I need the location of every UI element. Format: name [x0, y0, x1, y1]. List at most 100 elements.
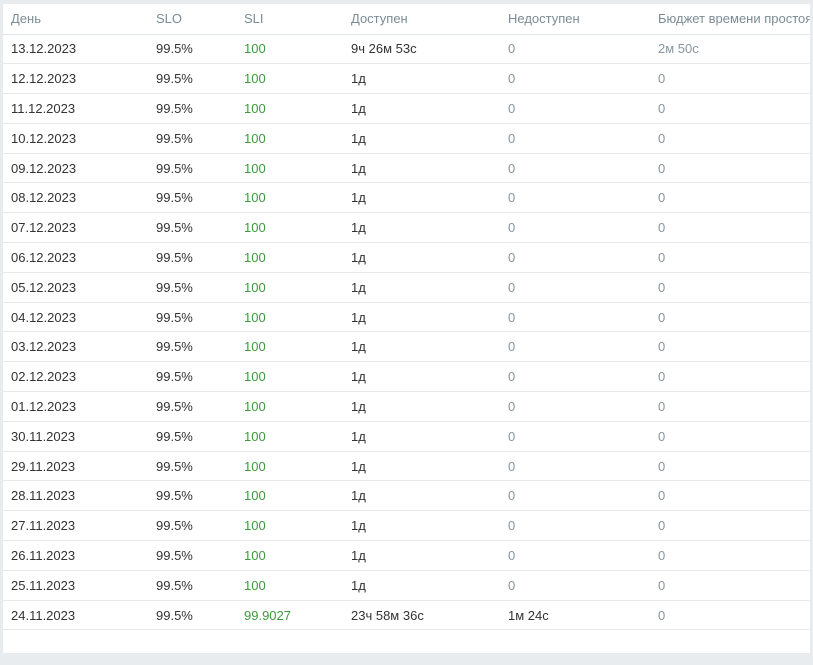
cell-available: 1д: [343, 63, 500, 95]
cell-downtime-budget: 0: [650, 510, 810, 542]
cell-slo: 99.5%: [148, 123, 236, 154]
cell-available: 1д: [343, 182, 500, 214]
table-row: 03.12.2023 99.5% 100 1д 0 0: [3, 331, 810, 363]
cell-unavailable: 0: [500, 480, 650, 512]
cell-slo: 99.5%: [148, 451, 236, 482]
cell-available: 1д: [343, 361, 500, 393]
slo-daily-table: День SLO SLI Доступен Недоступен Бюджет …: [3, 4, 810, 631]
cell-unavailable: 1м 24с: [500, 600, 650, 631]
table-row: 26.11.2023 99.5% 100 1д 0 0: [3, 540, 810, 571]
cell-unavailable: 0: [500, 63, 650, 95]
cell-unavailable: 0: [500, 391, 650, 422]
column-header-downtime-budget: Бюджет времени простоя: [650, 4, 810, 35]
cell-day: 27.11.2023: [3, 510, 148, 542]
cell-unavailable: 0: [500, 153, 650, 184]
table-body: 13.12.2023 99.5% 100 9ч 26м 53с 0 2м 50с…: [3, 34, 810, 631]
cell-slo: 99.5%: [148, 182, 236, 214]
cell-sli: 100: [236, 212, 343, 244]
cell-available: 23ч 58м 36с: [343, 600, 500, 631]
table-row: 25.11.2023 99.5% 100 1д 0 0: [3, 570, 810, 601]
cell-downtime-budget: 0: [650, 391, 810, 422]
cell-unavailable: 0: [500, 93, 650, 124]
cell-day: 02.12.2023: [3, 361, 148, 393]
cell-sli: 99.9027: [236, 600, 343, 631]
cell-sli: 100: [236, 391, 343, 422]
cell-day: 26.11.2023: [3, 540, 148, 571]
cell-day: 25.11.2023: [3, 570, 148, 601]
column-header-available: Доступен: [343, 4, 500, 35]
table-row: 10.12.2023 99.5% 100 1д 0 0: [3, 123, 810, 154]
cell-available: 1д: [343, 93, 500, 124]
cell-downtime-budget: 0: [650, 421, 810, 452]
cell-slo: 99.5%: [148, 302, 236, 333]
cell-slo: 99.5%: [148, 600, 236, 631]
cell-unavailable: 0: [500, 361, 650, 393]
cell-slo: 99.5%: [148, 391, 236, 422]
cell-sli: 100: [236, 570, 343, 601]
cell-unavailable: 0: [500, 34, 650, 65]
cell-sli: 100: [236, 302, 343, 333]
cell-sli: 100: [236, 123, 343, 154]
table-row: 06.12.2023 99.5% 100 1д 0 0: [3, 242, 810, 273]
column-header-day: День: [3, 4, 148, 35]
cell-slo: 99.5%: [148, 510, 236, 542]
cell-downtime-budget: 0: [650, 242, 810, 273]
table-row: 24.11.2023 99.5% 99.9027 23ч 58м 36с 1м …: [3, 600, 810, 631]
cell-sli: 100: [236, 540, 343, 571]
cell-day: 13.12.2023: [3, 34, 148, 65]
cell-slo: 99.5%: [148, 93, 236, 124]
table-row: 11.12.2023 99.5% 100 1д 0 0: [3, 93, 810, 124]
cell-slo: 99.5%: [148, 331, 236, 363]
table-row: 01.12.2023 99.5% 100 1д 0 0: [3, 391, 810, 422]
table-row: 07.12.2023 99.5% 100 1д 0 0: [3, 212, 810, 244]
cell-sli: 100: [236, 421, 343, 452]
cell-available: 1д: [343, 153, 500, 184]
cell-available: 1д: [343, 451, 500, 482]
cell-downtime-budget: 0: [650, 540, 810, 571]
cell-sli: 100: [236, 93, 343, 124]
table-row: 13.12.2023 99.5% 100 9ч 26м 53с 0 2м 50с: [3, 34, 810, 65]
cell-downtime-budget: 0: [650, 331, 810, 363]
cell-day: 06.12.2023: [3, 242, 148, 273]
cell-downtime-budget: 0: [650, 272, 810, 303]
cell-day: 12.12.2023: [3, 63, 148, 95]
cell-available: 1д: [343, 391, 500, 422]
table-row: 04.12.2023 99.5% 100 1д 0 0: [3, 302, 810, 333]
table-row: 02.12.2023 99.5% 100 1д 0 0: [3, 361, 810, 393]
column-header-unavailable: Недоступен: [500, 4, 650, 35]
cell-day: 09.12.2023: [3, 153, 148, 184]
cell-available: 1д: [343, 272, 500, 303]
cell-day: 30.11.2023: [3, 421, 148, 452]
cell-unavailable: 0: [500, 272, 650, 303]
cell-slo: 99.5%: [148, 480, 236, 512]
cell-day: 08.12.2023: [3, 182, 148, 214]
cell-downtime-budget: 0: [650, 302, 810, 333]
cell-unavailable: 0: [500, 421, 650, 452]
cell-slo: 99.5%: [148, 34, 236, 65]
cell-available: 1д: [343, 331, 500, 363]
cell-unavailable: 0: [500, 570, 650, 601]
cell-available: 1д: [343, 570, 500, 601]
table-row: 29.11.2023 99.5% 100 1д 0 0: [3, 451, 810, 482]
cell-downtime-budget: 0: [650, 63, 810, 95]
cell-sli: 100: [236, 34, 343, 65]
slo-daily-table-container: День SLO SLI Доступен Недоступен Бюджет …: [3, 4, 810, 653]
cell-day: 11.12.2023: [3, 93, 148, 124]
cell-downtime-budget: 0: [650, 480, 810, 512]
cell-downtime-budget: 0: [650, 123, 810, 154]
cell-unavailable: 0: [500, 302, 650, 333]
table-header-row: День SLO SLI Доступен Недоступен Бюджет …: [3, 4, 810, 35]
cell-slo: 99.5%: [148, 63, 236, 95]
cell-downtime-budget: 0: [650, 153, 810, 184]
cell-available: 1д: [343, 421, 500, 452]
cell-slo: 99.5%: [148, 570, 236, 601]
cell-available: 1д: [343, 540, 500, 571]
cell-unavailable: 0: [500, 510, 650, 542]
cell-downtime-budget: 0: [650, 212, 810, 244]
cell-day: 28.11.2023: [3, 480, 148, 512]
cell-sli: 100: [236, 480, 343, 512]
cell-downtime-budget: 2м 50с: [650, 34, 810, 65]
cell-unavailable: 0: [500, 331, 650, 363]
cell-downtime-budget: 0: [650, 93, 810, 124]
